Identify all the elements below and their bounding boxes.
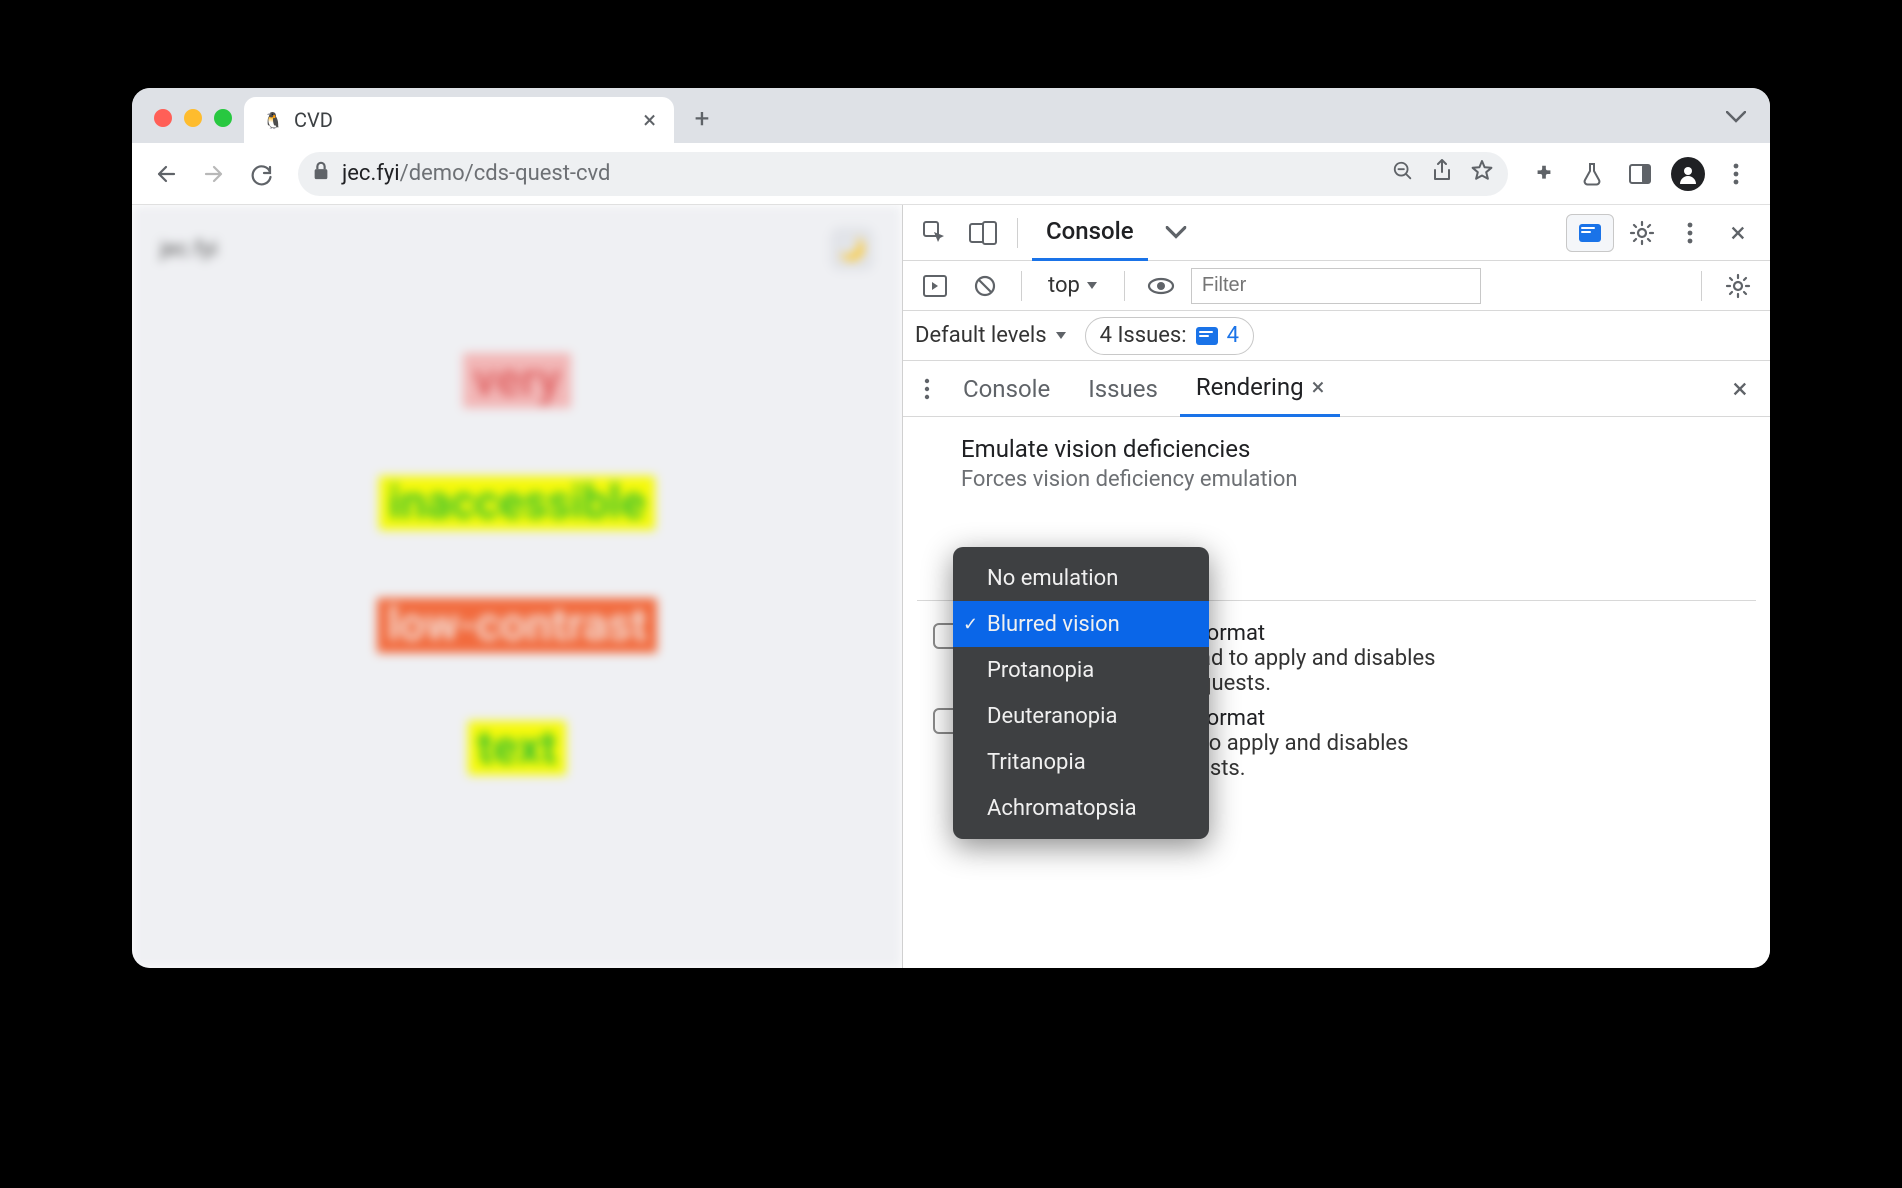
vision-deficiency-dropdown[interactable]: No emulationBlurred visionProtanopiaDeut… (953, 547, 1209, 839)
format-line-1a: ad to apply and disables (1199, 646, 1436, 671)
tab-strip: 🐧 CVD × + (132, 88, 1770, 143)
devtools-close-icon[interactable]: × (1718, 213, 1758, 253)
forward-button[interactable] (194, 154, 234, 194)
device-toolbar-icon[interactable] (963, 213, 1003, 253)
emulate-vision-title: Emulate vision deficiencies (961, 435, 1756, 463)
tab-close-button[interactable]: × (643, 106, 656, 134)
console-toolbar: top (903, 261, 1770, 311)
lock-icon (312, 161, 330, 187)
window-controls (154, 109, 232, 127)
tab-title: CVD (294, 108, 333, 132)
log-levels-selector[interactable]: Default levels (915, 323, 1067, 348)
page-body: very inaccessible low-contrast text (132, 293, 902, 968)
side-panel-icon[interactable] (1620, 154, 1660, 194)
drawer-tab-issues[interactable]: Issues (1072, 361, 1174, 417)
dropdown-option[interactable]: Deuteranopia (953, 693, 1209, 739)
back-button[interactable] (146, 154, 186, 194)
site-name: jec.fyi (160, 237, 218, 262)
share-icon[interactable] (1432, 159, 1452, 189)
inspect-element-icon[interactable] (915, 213, 955, 253)
issues-count: 4 (1227, 323, 1239, 348)
log-levels-label: Default levels (915, 323, 1047, 348)
devtools-panel: Console × (902, 205, 1770, 968)
context-label: top (1048, 273, 1080, 298)
browser-window: 🐧 CVD × + jec.fyi/demo/cds-quest-cvd (132, 88, 1770, 968)
reload-button[interactable] (242, 154, 282, 194)
drawer-tab-label: Rendering (1196, 373, 1304, 401)
more-tabs-icon[interactable] (1156, 213, 1196, 253)
issues-label: 4 Issues: (1100, 323, 1187, 348)
dropdown-option[interactable]: Tritanopia (953, 739, 1209, 785)
webpage-viewport: jec.fyi 🌙 very inaccessible low-contrast te… (132, 205, 902, 968)
clear-console-icon[interactable] (965, 266, 1005, 306)
devtools-menu-icon[interactable] (1670, 213, 1710, 253)
theme-toggle-button[interactable]: 🌙 (830, 227, 874, 271)
context-selector[interactable]: top (1038, 268, 1108, 304)
minimize-window-button[interactable] (184, 109, 202, 127)
demo-word: low-contrast (377, 598, 657, 653)
drawer-tab-close-icon[interactable]: × (1312, 373, 1325, 401)
devtools-tab-console[interactable]: Console (1032, 205, 1148, 261)
console-settings-icon[interactable] (1718, 266, 1758, 306)
drawer-tab-bar: Console Issues Rendering × × (903, 361, 1770, 417)
live-expression-icon[interactable] (1141, 266, 1181, 306)
dropdown-option[interactable]: Achromatopsia (953, 785, 1209, 831)
profile-avatar[interactable] (1668, 154, 1708, 194)
console-sidebar-toggle-icon[interactable] (915, 266, 955, 306)
dropdown-option[interactable]: Blurred vision (953, 601, 1209, 647)
devtools-main-toolbar: Console × (903, 205, 1770, 261)
demo-word: text (468, 721, 567, 776)
console-levels-row: Default levels 4 Issues: 4 (903, 311, 1770, 361)
devtools-settings-icon[interactable] (1622, 213, 1662, 253)
drawer-tab-console[interactable]: Console (947, 361, 1066, 417)
browser-tab[interactable]: 🐧 CVD × (244, 97, 674, 143)
extensions-icon[interactable] (1524, 154, 1564, 194)
browser-toolbar: jec.fyi/demo/cds-quest-cvd (132, 143, 1770, 205)
url-host: jec.fyi (342, 161, 400, 186)
favicon: 🐧 (262, 109, 284, 131)
page-header: jec.fyi 🌙 (132, 205, 902, 293)
bookmark-star-icon[interactable] (1470, 159, 1494, 189)
format-line-1b: quests. (1199, 671, 1271, 696)
dropdown-option[interactable]: No emulation (953, 555, 1209, 601)
drawer-tab-rendering[interactable]: Rendering × (1180, 361, 1341, 417)
dropdown-option[interactable]: Protanopia (953, 647, 1209, 693)
issues-count-pill[interactable]: 4 Issues: 4 (1085, 317, 1254, 355)
drawer-menu-icon[interactable] (913, 369, 941, 409)
address-bar[interactable]: jec.fyi/demo/cds-quest-cvd (298, 152, 1508, 196)
console-filter-input[interactable] (1191, 268, 1481, 304)
demo-word: very (463, 353, 570, 408)
content-area: jec.fyi 🌙 very inaccessible low-contrast te… (132, 205, 1770, 968)
zoom-out-icon[interactable] (1392, 160, 1414, 188)
demo-word: inaccessible (379, 476, 656, 531)
tab-list-button[interactable] (1726, 104, 1746, 129)
drawer-tab-label: Issues (1088, 375, 1158, 403)
issues-indicator[interactable] (1566, 214, 1614, 252)
close-window-button[interactable] (154, 109, 172, 127)
url-path: /demo/cds-quest-cvd (400, 161, 611, 186)
labs-icon[interactable] (1572, 154, 1612, 194)
chrome-menu-button[interactable] (1716, 154, 1756, 194)
zoom-window-button[interactable] (214, 109, 232, 127)
new-tab-button[interactable]: + (682, 99, 722, 139)
drawer-close-icon[interactable]: × (1720, 369, 1760, 409)
devtools-tab-label: Console (1046, 217, 1134, 245)
drawer-tab-label: Console (963, 375, 1050, 403)
moon-icon: 🌙 (838, 237, 865, 262)
emulate-vision-subtitle: Forces vision deficiency emulation (961, 467, 1756, 492)
